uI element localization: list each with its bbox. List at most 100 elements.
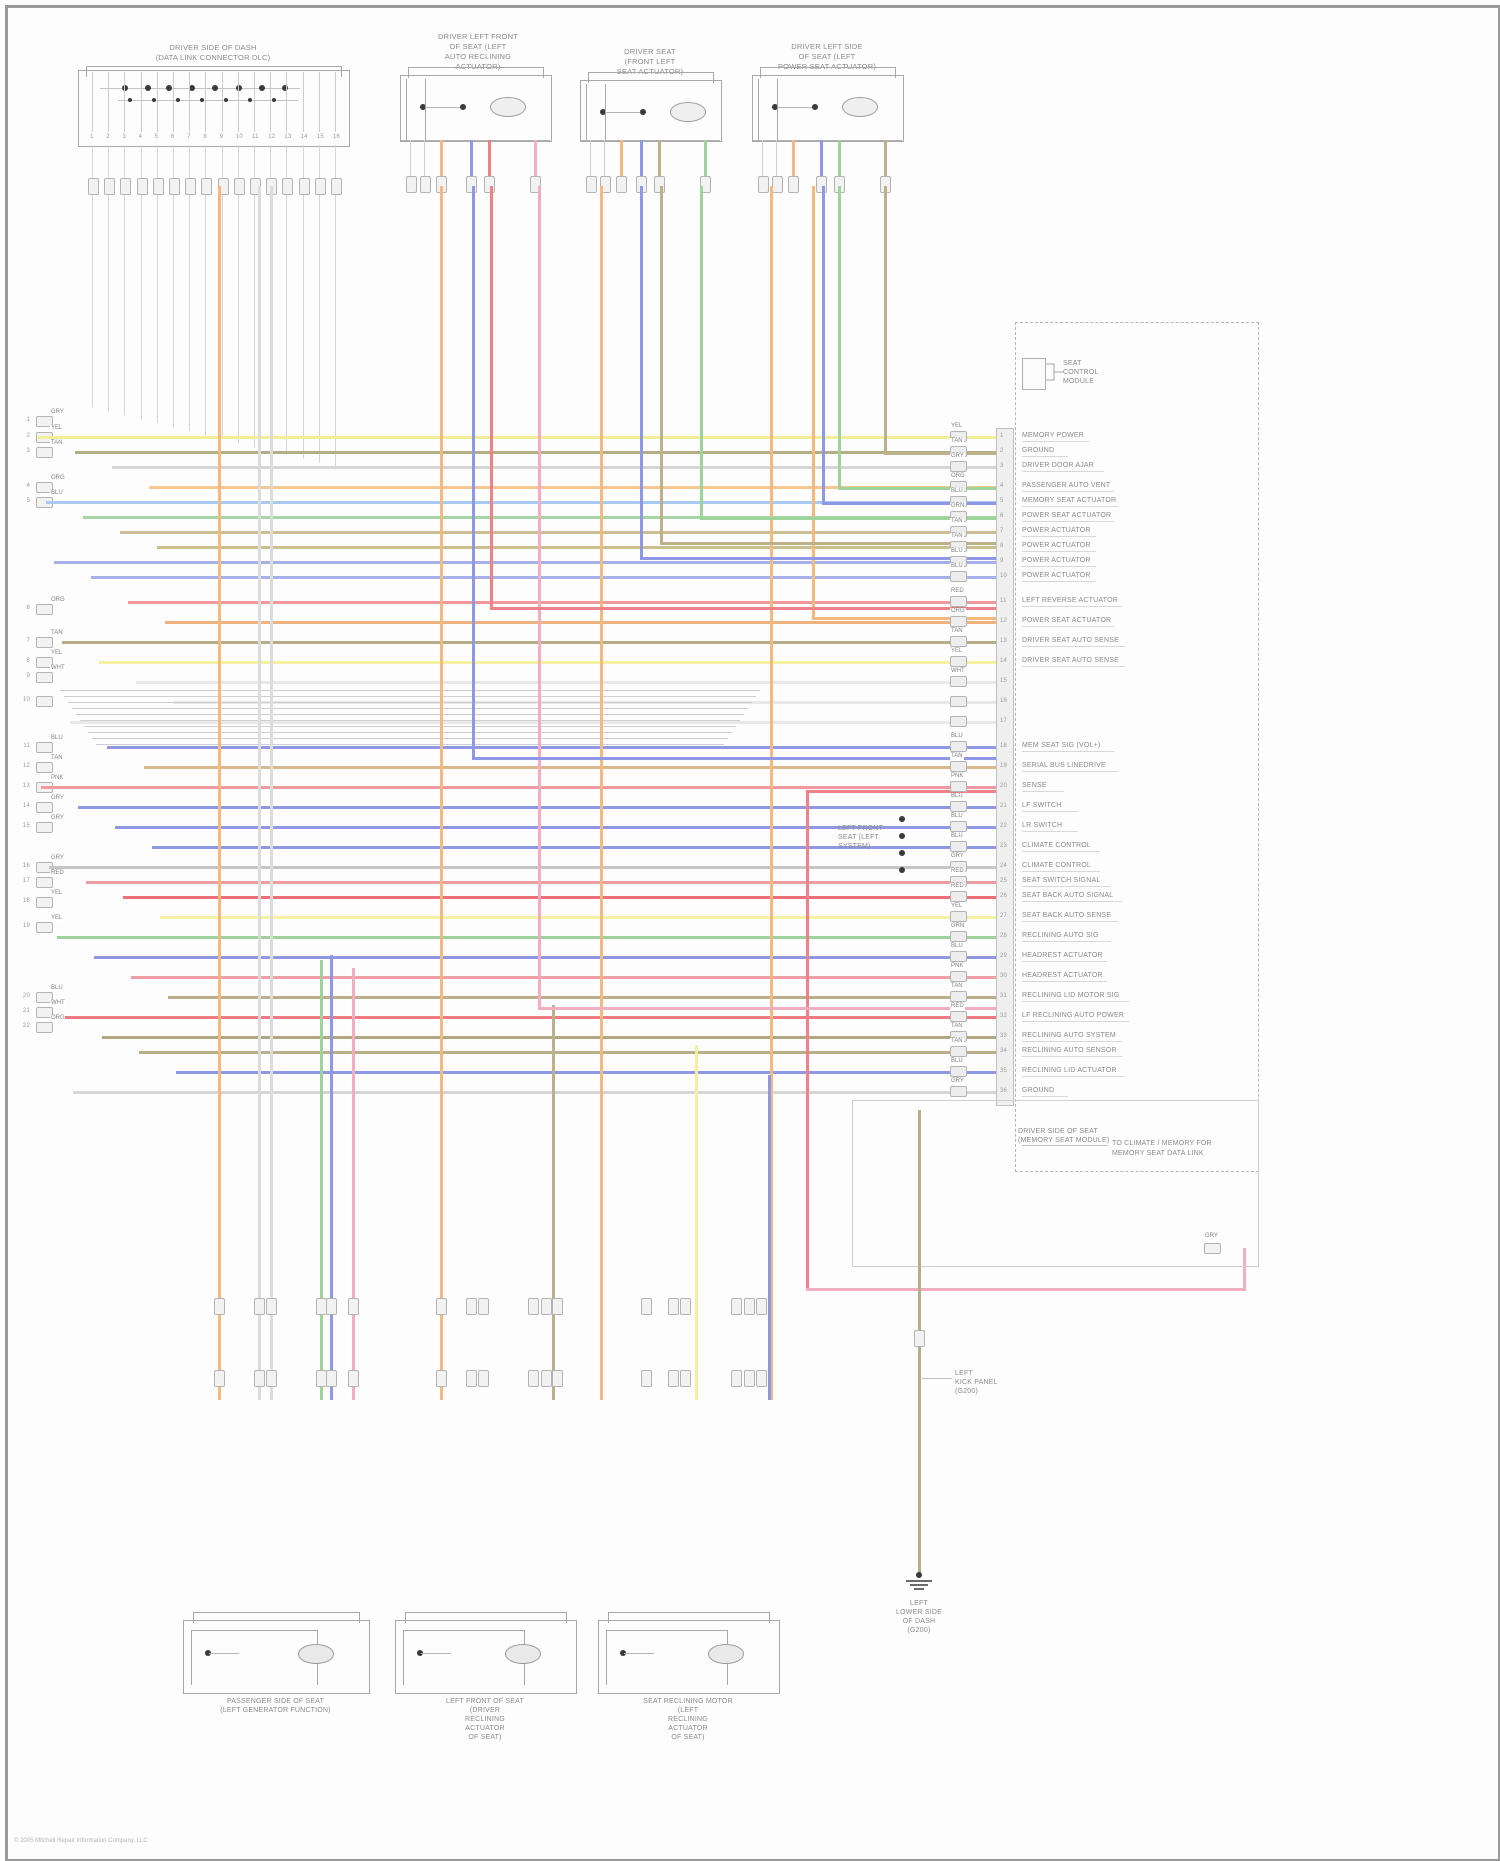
page-border [5,5,1500,1861]
scm-wire-code: TAN [950,753,964,760]
scm-wire-code: RED [950,588,965,595]
module-wire [157,546,996,549]
bottom-terminal [731,1370,742,1387]
bottom-terminal-upper [214,1298,225,1315]
left-pin-number: 6 [26,605,30,611]
scm-wire-code: BLU [950,488,964,495]
bottom-module-3-title: RECLINING [668,1716,708,1723]
switch-1-title: OF SEAT (LEFT [449,42,507,51]
vertical-wire [806,790,809,1290]
scm-terminal [950,636,967,647]
dlc-title-line-2: (DATA LINK CONNECTOR DLC) [155,53,271,62]
scm-pin-number: 27 [1000,913,1008,919]
scm-pin-label: MEMORY POWER [1022,432,1085,439]
switch-2-contact-bar [602,112,644,113]
left-pin-number: 16 [22,863,30,869]
scm-pin-label: RECLINING LID MOTOR SIG [1022,992,1120,999]
dlc-pin-stub [270,72,272,132]
dlc-drop-wire [286,145,288,455]
left-terminal [36,897,53,908]
module-wire [139,1051,996,1054]
left-terminal [36,482,53,493]
left-terminal [36,742,53,753]
switch-1-shroud [408,67,544,78]
switch-3-title: POWER SEAT ACTUATOR) [777,62,877,71]
dlc-splice-4 [189,85,195,91]
module-wire [46,501,996,504]
scm-wire-code: TAN [950,628,964,635]
scm-wire-code: RED [950,883,965,890]
switch-3-contact-dot-a [772,104,778,110]
scm-wire-code: TAN [950,1023,964,1030]
dlc-pin-number: 8 [203,134,207,140]
dlc-drop-wire [237,145,239,443]
scm-wire-code: GRY [950,853,965,860]
left-terminal [36,657,53,668]
scm-pin-underline [1022,646,1126,647]
switch-1-body [400,75,552,142]
scm-pin-label: LF SWITCH [1022,802,1062,809]
bottom-module-3-title: ACTUATOR [668,1725,708,1732]
bottom-terminal-upper [348,1298,359,1315]
scm-pin-number: 5 [1000,498,1004,504]
dlc-splice-11 [176,98,180,102]
scm-pin-underline [1022,521,1115,522]
scm-pin-number: 22 [1000,823,1008,829]
bottom-terminal-upper [756,1298,767,1315]
dlc-pin-stub [318,72,320,132]
dlc-terminal [233,178,245,195]
scm-pin-number: 28 [1000,933,1008,939]
scm-pin-label: RECLINING AUTO SENSOR [1022,1047,1117,1054]
left-terminal-code: YEL [50,425,64,432]
bottom-module-1-body [183,1620,370,1694]
scm-pin-number: 6 [1000,513,1004,519]
scm-terminal [950,891,967,902]
bottom-terminal [552,1370,563,1387]
scm-pin-underline [1022,551,1097,552]
scm-terminal [950,571,967,582]
dlc-pin-number: 10 [235,134,243,140]
scm-pin-label: DRIVER SEAT AUTO SENSE [1022,637,1119,644]
right-bottom-terminal [1204,1243,1221,1254]
dlc-drop-wire [318,145,320,463]
scm-terminal [950,596,967,607]
bottom-module-3-motor-icon [708,1644,744,1664]
dlc-drop-wire [124,145,126,415]
switch-1-terminal [530,176,541,193]
scm-pin-underline [1022,1041,1122,1042]
dlc-terminal [152,178,164,195]
scm-wire-code: TAN [950,983,964,990]
bottom-terminal [756,1370,767,1387]
left-terminal-code: TAN [50,630,64,637]
bottom-terminal-upper [541,1298,552,1315]
vertical-wire [640,186,643,560]
dlc-pin-number: 1 [90,134,94,140]
scm-pin-label: CLIMATE CONTROL [1022,862,1091,869]
scm-pin-underline [1022,1056,1122,1057]
left-pin-number: 14 [22,803,30,809]
scm-connector-bracket-icon [1046,363,1064,381]
scm-pin-label: RECLINING LID ACTUATOR [1022,1067,1117,1074]
routing-rail [80,720,740,721]
bottom-terminal [541,1370,552,1387]
routing-rail [76,714,744,715]
dlc-pin-stub [221,72,223,132]
dlc-pin-stub [286,72,288,132]
switch-3-wire [820,140,823,186]
left-pin-number: 11 [23,743,30,749]
scm-pin-underline [1022,981,1108,982]
left-pin-number: 15 [22,823,30,829]
module-wire [94,956,996,959]
scm-terminal [950,1086,967,1097]
bottom-module-3-shroud [608,1612,770,1623]
bottom-terminal-upper [552,1298,563,1315]
scm-wire-code: GRN [950,923,966,930]
scm-wire-code: ORG [950,473,966,480]
scm-pin-number: 1 [1000,433,1004,439]
left-pin-number: 3 [26,448,30,454]
bottom-module-3-title: OF SEAT) [671,1734,705,1741]
dlc-pin-stub [140,72,142,132]
pink-return-riser [1243,1248,1246,1290]
scm-pin-number: 21 [1000,803,1008,809]
